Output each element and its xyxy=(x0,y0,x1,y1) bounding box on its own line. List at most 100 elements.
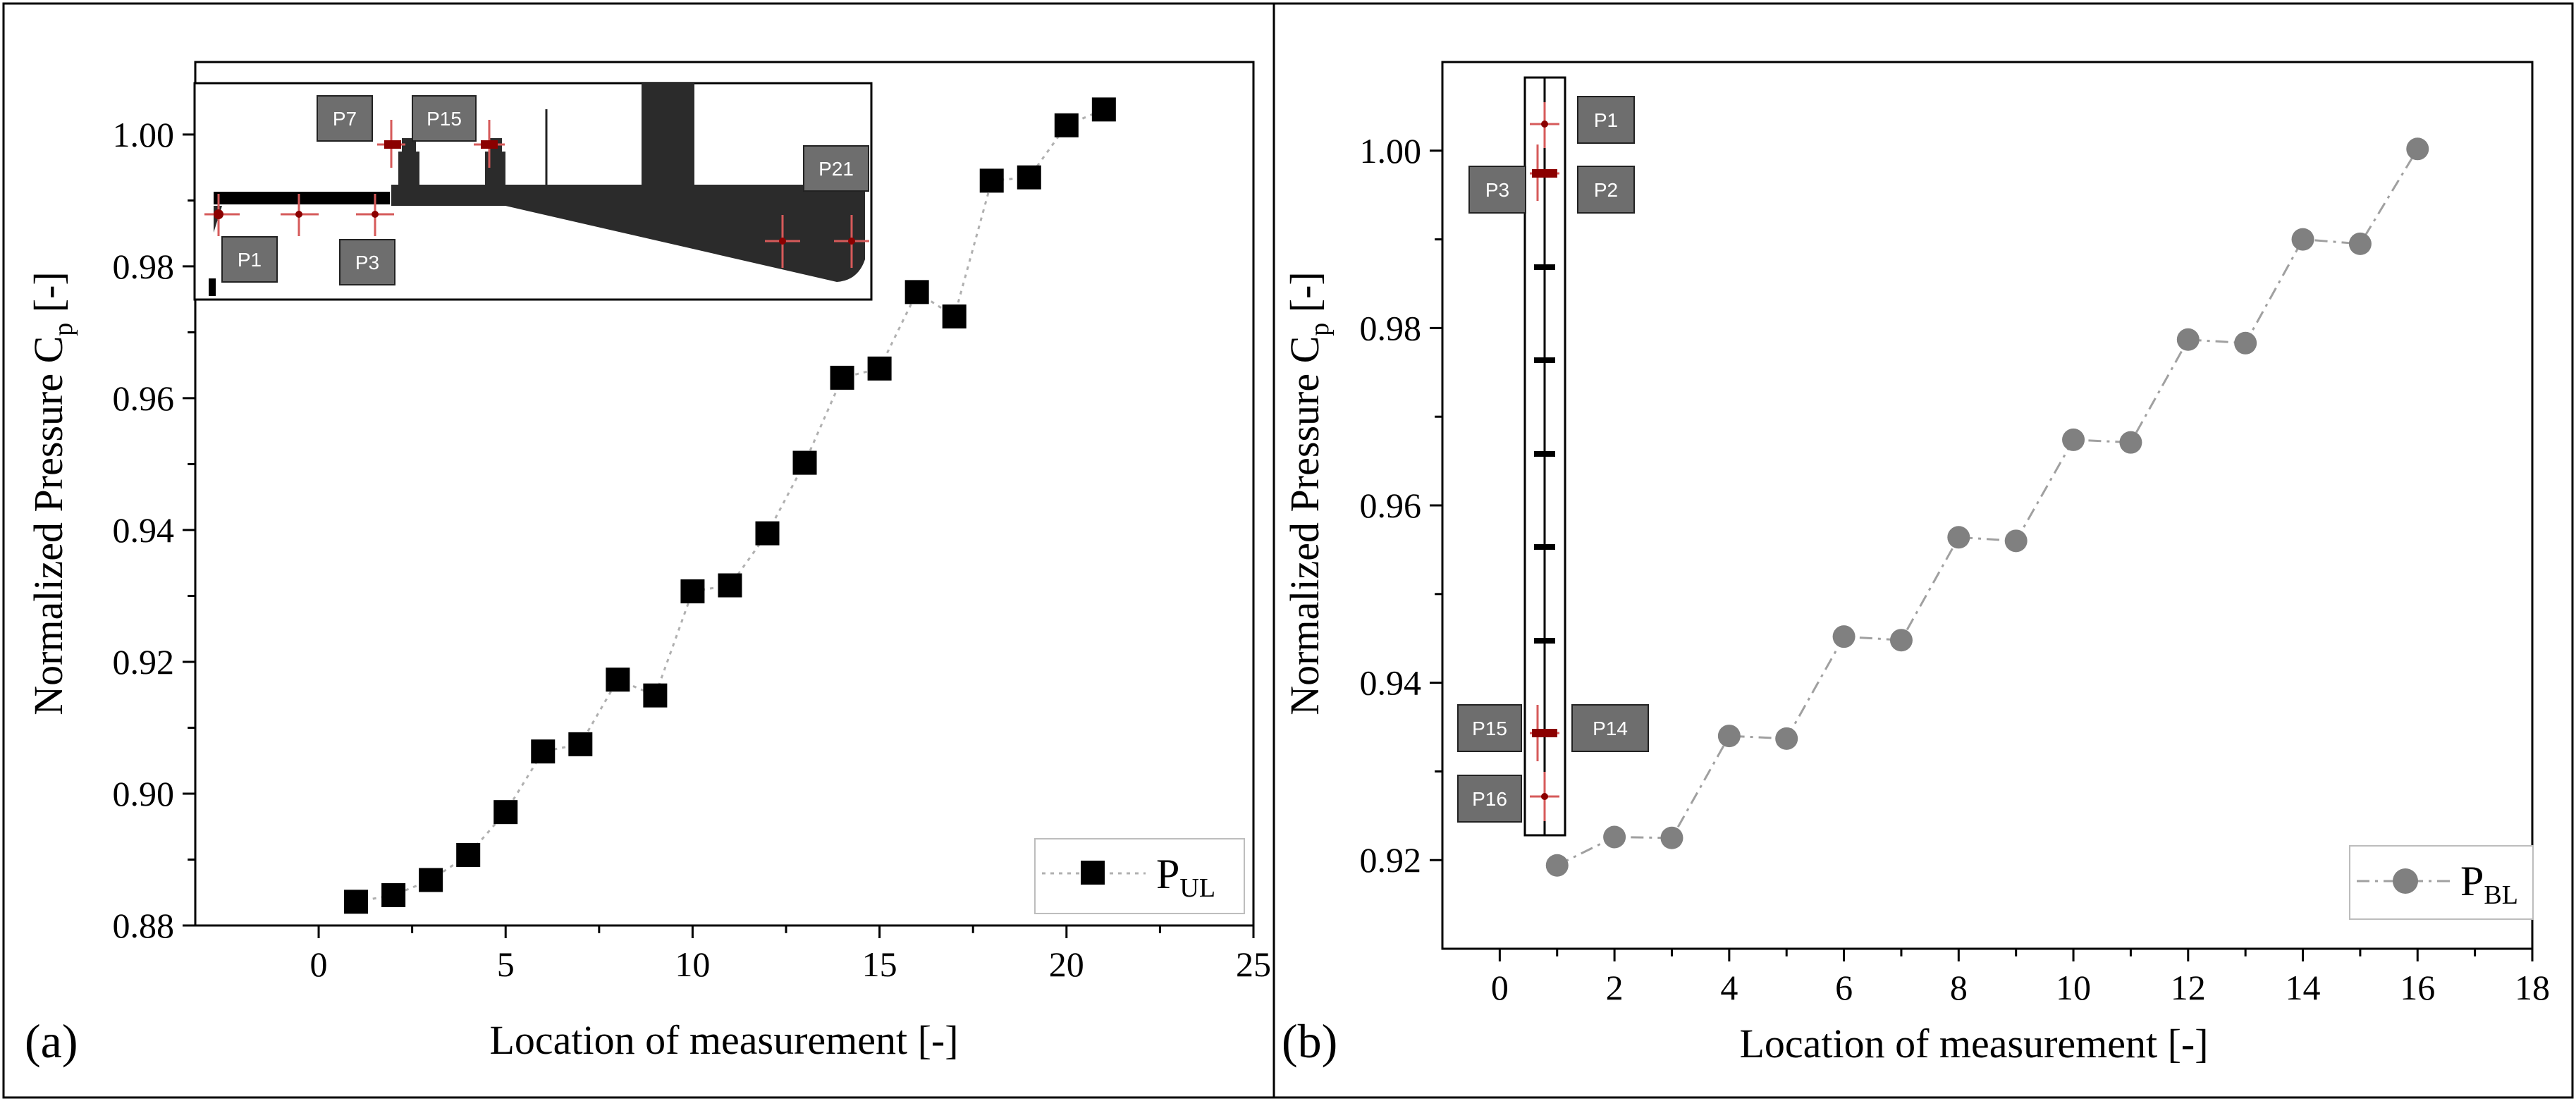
data-point xyxy=(606,668,630,692)
data-point xyxy=(381,882,406,907)
chart-panel-b: 0 2 4 6 8 10 12 14 16 18 0.92 0.94 0.96 0.98 1.00 Loc… xyxy=(1282,61,2550,1068)
tap-tag-p3-a: P3 xyxy=(339,239,395,285)
legend-b: PBL xyxy=(2349,845,2534,920)
tap-tag-p21-a: P21 xyxy=(803,145,869,192)
legend-marker-a xyxy=(1081,861,1105,885)
data-point xyxy=(755,521,780,546)
svg-text:P7: P7 xyxy=(333,108,357,130)
svg-text:P15: P15 xyxy=(1472,718,1507,739)
tap-tag-p3-b: P3 xyxy=(1468,166,1526,214)
x-tick-label: 14 xyxy=(2286,968,2321,1007)
y-tick-labels-b: 0.92 0.94 0.96 0.98 1.00 xyxy=(1360,131,1422,880)
data-point xyxy=(1947,526,1970,549)
svg-text:P3: P3 xyxy=(1485,179,1509,201)
tap-tag-p16-b: P16 xyxy=(1457,775,1522,823)
data-point xyxy=(680,579,705,603)
x-tick-labels-b: 0 2 4 6 8 10 12 14 16 18 xyxy=(1491,968,2550,1007)
legend-label-b: PBL xyxy=(2460,858,2518,910)
data-point xyxy=(1889,629,1913,652)
plot-area-a xyxy=(194,61,1255,927)
inset-edge-tap-a xyxy=(209,278,216,296)
tap-tag-p1-b: P1 xyxy=(1577,96,1635,144)
svg-text:P15: P15 xyxy=(427,108,462,130)
data-point xyxy=(568,732,593,756)
x-tick-label: 25 xyxy=(1236,945,1271,984)
y-tick-label: 0.98 xyxy=(1360,308,1422,347)
y-tick-label: 0.90 xyxy=(113,774,175,813)
y-tick-label: 0.92 xyxy=(113,642,175,682)
y-tick-label: 0.96 xyxy=(1360,486,1422,525)
data-points-p-bl xyxy=(1545,137,2429,877)
data-point xyxy=(493,800,518,825)
x-tick-label: 18 xyxy=(2515,968,2550,1007)
legend-label-a: PUL xyxy=(1156,851,1215,903)
data-point xyxy=(792,450,817,475)
data-point xyxy=(2004,529,2028,553)
panel-b-frame xyxy=(1272,2,2574,1099)
tap-tag-p15-a: P15 xyxy=(412,95,477,142)
x-tick-label: 0 xyxy=(1491,968,1509,1007)
data-point xyxy=(942,304,967,328)
svg-text:P14: P14 xyxy=(1593,718,1628,739)
data-point xyxy=(1717,725,1741,748)
data-point xyxy=(1660,826,1683,849)
data-point xyxy=(2291,228,2314,251)
x-tick-labels-a: 0 5 10 15 20 25 xyxy=(310,945,1271,984)
data-point xyxy=(643,683,668,708)
svg-text:P16: P16 xyxy=(1472,788,1507,810)
chart-panel-a: 0 5 10 15 20 25 0.880.900.920.940.960.981.00 … xyxy=(25,61,1271,1068)
x-tick-label: 20 xyxy=(1049,945,1084,984)
data-point xyxy=(1054,113,1079,137)
x-tick-label: 8 xyxy=(1950,968,1968,1007)
y-tick-label: 1.00 xyxy=(1360,131,1422,171)
data-point xyxy=(1603,825,1626,849)
x-tick-label: 12 xyxy=(2171,968,2206,1007)
axis-ticks-a xyxy=(183,133,1255,938)
legend-a: PUL xyxy=(1034,838,1245,914)
channel-body-a xyxy=(214,83,865,282)
tap-tag-p2-b: P2 xyxy=(1577,166,1635,214)
inset-schematic-a: P1 P3 P7 P15 P21 xyxy=(193,82,873,301)
data-point xyxy=(2119,431,2142,454)
x-tick-label: 6 xyxy=(1835,968,1853,1007)
strip-dots-b xyxy=(1532,121,1557,800)
data-point xyxy=(830,365,854,390)
data-point xyxy=(1017,165,1041,190)
data-point xyxy=(2348,232,2372,255)
data-point xyxy=(344,890,369,914)
y-axis-title-b: Normalized Pressure Cp [-] xyxy=(1282,271,1335,715)
x-tick-label: 15 xyxy=(862,945,897,984)
tap-tag-p1-a: P1 xyxy=(221,236,278,283)
data-points-p-ul xyxy=(344,97,1116,914)
data-point xyxy=(2176,328,2200,351)
channel-cavity-a xyxy=(214,192,390,204)
x-tick-label: 4 xyxy=(1720,968,1738,1007)
data-point xyxy=(1775,727,1798,750)
svg-text:P1: P1 xyxy=(1594,109,1618,131)
data-point xyxy=(979,168,1004,193)
y-tick-label: 0.92 xyxy=(1360,840,1422,880)
panel-label-b: (b) xyxy=(1282,1014,1337,1068)
data-point xyxy=(419,868,443,892)
svg-text:P21: P21 xyxy=(818,158,854,180)
x-tick-label: 16 xyxy=(2400,968,2435,1007)
y-tick-label: 0.94 xyxy=(113,510,175,550)
x-tick-label: 10 xyxy=(2056,968,2091,1007)
data-point xyxy=(2062,428,2085,451)
data-point xyxy=(904,280,929,305)
data-point xyxy=(1091,97,1116,122)
tap-dots-a xyxy=(214,140,855,245)
data-point xyxy=(718,573,742,598)
inset-strip-b: P1 P2 P3 P14 P15 P16 xyxy=(1457,76,1649,837)
data-point xyxy=(2406,137,2429,161)
data-point xyxy=(2234,331,2257,355)
series-line-p-bl xyxy=(1557,148,2419,867)
y-tick-label: 0.88 xyxy=(113,906,175,945)
y-tick-labels-a: 0.88 0.90 0.92 0.94 0.96 0.98 1.00 xyxy=(113,115,175,945)
y-tick-label: 0.98 xyxy=(113,247,175,286)
tap-tag-p7-a: P7 xyxy=(317,95,373,142)
x-tick-label: 10 xyxy=(675,945,710,984)
svg-text:P1: P1 xyxy=(238,249,262,271)
svg-text:P3: P3 xyxy=(355,252,379,273)
